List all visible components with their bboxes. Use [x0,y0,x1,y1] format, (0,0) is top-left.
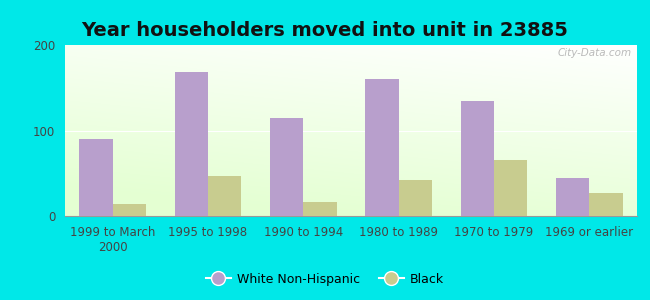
Legend: White Non-Hispanic, Black: White Non-Hispanic, Black [201,268,449,291]
Bar [270,118,304,216]
Bar [208,176,241,216]
Bar [112,204,146,216]
Bar [304,202,337,216]
Bar [461,100,494,216]
Text: City-Data.com: City-Data.com [557,48,631,59]
Bar [398,180,432,216]
Bar [365,79,398,216]
Bar [494,160,527,216]
Bar [79,139,112,216]
Text: Year householders moved into unit in 23885: Year householders moved into unit in 238… [81,21,569,40]
Bar [175,72,208,216]
Bar [556,178,590,216]
Bar [590,193,623,216]
